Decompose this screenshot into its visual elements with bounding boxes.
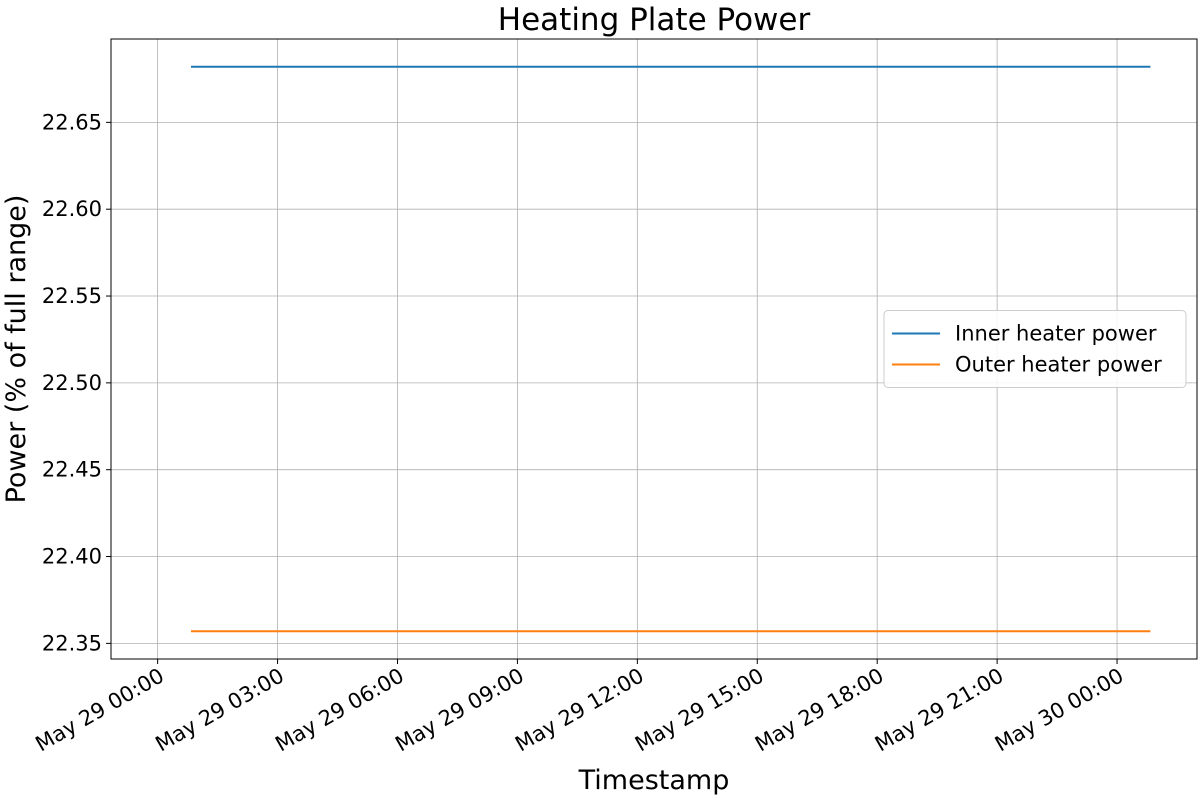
legend-label: Outer heater power — [955, 353, 1162, 377]
legend: Inner heater power Outer heater power — [883, 310, 1187, 388]
y-tick-label: 22.40 — [42, 545, 102, 569]
y-axis-label: Power (% of full range) — [1, 195, 32, 504]
legend-label: Inner heater power — [955, 322, 1157, 346]
legend-box — [883, 310, 1187, 388]
chart-title: Heating Plate Power — [498, 2, 811, 38]
y-tick-label: 22.35 — [42, 631, 102, 655]
x-axis-label: Timestamp — [578, 765, 730, 796]
plot-frame — [110, 38, 1198, 660]
y-tick-label: 22.60 — [42, 197, 102, 221]
y-tick-label: 22.65 — [42, 110, 102, 134]
y-tick-label: 22.50 — [42, 371, 102, 395]
series-lines — [191, 65, 1151, 633]
y-tick-label: 22.45 — [42, 458, 102, 482]
y-tick-label: 22.55 — [42, 284, 102, 308]
y-axis: 22.35 22.40 22.45 22.50 22.55 22.60 22.65 — [42, 110, 111, 655]
